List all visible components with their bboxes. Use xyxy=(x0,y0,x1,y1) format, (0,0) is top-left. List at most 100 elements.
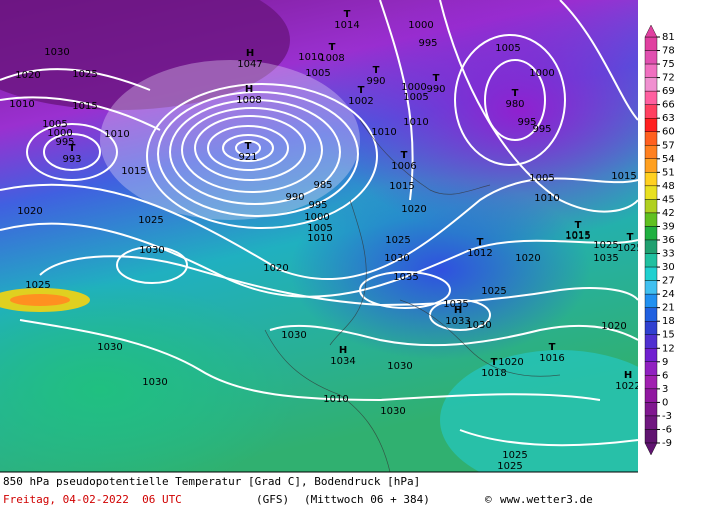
center-pressure: 1016 xyxy=(539,353,564,364)
isobar-label: 995 xyxy=(532,124,551,135)
colorbar-band xyxy=(644,50,658,65)
isobar-label: 1025 xyxy=(385,235,410,246)
center-symbol: T xyxy=(491,357,498,368)
isobar-label: 1015 xyxy=(389,181,414,192)
colorbar-band xyxy=(644,361,658,376)
caption-credit: www.wetter3.de xyxy=(500,493,593,506)
center-symbol: T xyxy=(245,141,252,152)
isobar-label: 1000 xyxy=(47,128,72,139)
center-symbol: T xyxy=(575,220,582,231)
isobar-label: 1005 xyxy=(495,43,520,54)
isobar-label: 1025 xyxy=(593,240,618,251)
colorbar-label: 51 xyxy=(662,167,675,178)
colorbar-band xyxy=(644,293,658,308)
center-pressure: 921 xyxy=(238,152,257,163)
isobar-label: 1030 xyxy=(44,47,69,58)
isobar-label: 1000 xyxy=(304,212,329,223)
colorbar-label: -9 xyxy=(662,438,672,449)
isobar-label: 1015 xyxy=(121,166,146,177)
colorbar-band xyxy=(644,185,658,200)
isobar-label: 1015 xyxy=(611,171,636,182)
center-pressure: 1025 xyxy=(617,243,642,254)
center-pressure: 993 xyxy=(62,154,81,165)
colorbar-label: 12 xyxy=(662,343,675,354)
colorbar-band xyxy=(644,117,658,132)
center-pressure: 1034 xyxy=(330,356,355,367)
center-symbol: H xyxy=(339,345,347,356)
warm-region xyxy=(0,280,300,472)
colorbar-band xyxy=(644,348,658,362)
colorbar-band xyxy=(644,321,658,335)
center-pressure: 1018 xyxy=(481,368,506,379)
colorbar-band xyxy=(644,388,658,403)
isobar-label: 1035 xyxy=(443,299,468,310)
isobar-label: 1015 xyxy=(72,101,97,112)
isobar-label: 1020 xyxy=(17,206,42,217)
colorbar-label: 9 xyxy=(662,357,668,368)
isobar-label: 1025 xyxy=(25,280,50,291)
isobar-label: 1030 xyxy=(142,377,167,388)
isobar-label: 1010 xyxy=(371,127,396,138)
colorbar-label: 21 xyxy=(662,303,675,314)
center-symbol: T xyxy=(477,237,484,248)
caption-copyright: © xyxy=(485,493,492,506)
center-symbol: T xyxy=(358,85,365,96)
isobar-label: 1005 xyxy=(42,119,67,130)
isobar-label: 1020 xyxy=(401,204,426,215)
isobar-label: 1025 xyxy=(138,215,163,226)
colorbar-arrow-bottom xyxy=(644,442,658,456)
isobars xyxy=(0,0,638,445)
coastlines xyxy=(264,119,561,472)
center-symbol: T xyxy=(433,73,440,84)
isobar-label: 995 xyxy=(517,117,536,128)
caption-date: Freitag, 04-02-2022 06 UTC xyxy=(3,493,182,506)
isobar-label: 1010 xyxy=(9,99,34,110)
isobar-label: 995 xyxy=(55,137,74,148)
center-symbol: T xyxy=(512,88,519,99)
colorbar-label: 78 xyxy=(662,46,675,57)
center-symbol: H xyxy=(246,48,254,59)
isobar-label: 1030 xyxy=(281,330,306,341)
center-pressure: 1022 xyxy=(615,381,640,392)
center-pressure: 1006 xyxy=(391,161,416,172)
colorbar-label: 81 xyxy=(662,32,675,43)
colorbar-label: 75 xyxy=(662,59,675,70)
colorbar-band xyxy=(644,90,658,105)
colorbar-band xyxy=(644,226,658,241)
isobar-label: 1010 xyxy=(403,117,428,128)
caption-model: (GFS) xyxy=(256,493,289,506)
center-pressure: 990 xyxy=(366,76,385,87)
warm-region xyxy=(10,294,70,306)
colorbar-band xyxy=(644,402,658,417)
center-pressure: 1002 xyxy=(348,96,373,107)
center-pressure: 1015 xyxy=(565,231,590,242)
center-symbol: H xyxy=(624,370,632,381)
colorbar-band xyxy=(644,429,658,444)
isobar-label: 1025 xyxy=(72,69,97,80)
isobar-label: 1005 xyxy=(403,92,428,103)
isobar-label: 1035 xyxy=(393,272,418,283)
cold-region xyxy=(0,0,290,110)
isobar-label: 995 xyxy=(308,200,327,211)
isobar-label: 1000 xyxy=(529,68,554,79)
center-pressure: 1012 xyxy=(467,248,492,259)
isobar-label: 1020 xyxy=(263,263,288,274)
isobar-label: 1010 xyxy=(534,193,559,204)
colorbar-arrow-top xyxy=(644,24,658,38)
colorbar-label: 6 xyxy=(662,370,668,381)
colorbar-label: 48 xyxy=(662,181,675,192)
colorbar-label: 39 xyxy=(662,221,675,232)
center-symbol: H xyxy=(245,84,253,95)
isobar-label: 995 xyxy=(418,38,437,49)
center-pressure: 1008 xyxy=(236,95,261,106)
colorbar-label: 60 xyxy=(662,127,675,138)
isobar-label: 1030 xyxy=(97,342,122,353)
center-pressure: 1033 xyxy=(445,316,470,327)
colorbar-band xyxy=(644,266,658,281)
isobar-label: 1030 xyxy=(466,320,491,331)
center-symbol: T xyxy=(401,150,408,161)
caption-area xyxy=(0,472,638,513)
isobar-label: 1030 xyxy=(139,245,164,256)
